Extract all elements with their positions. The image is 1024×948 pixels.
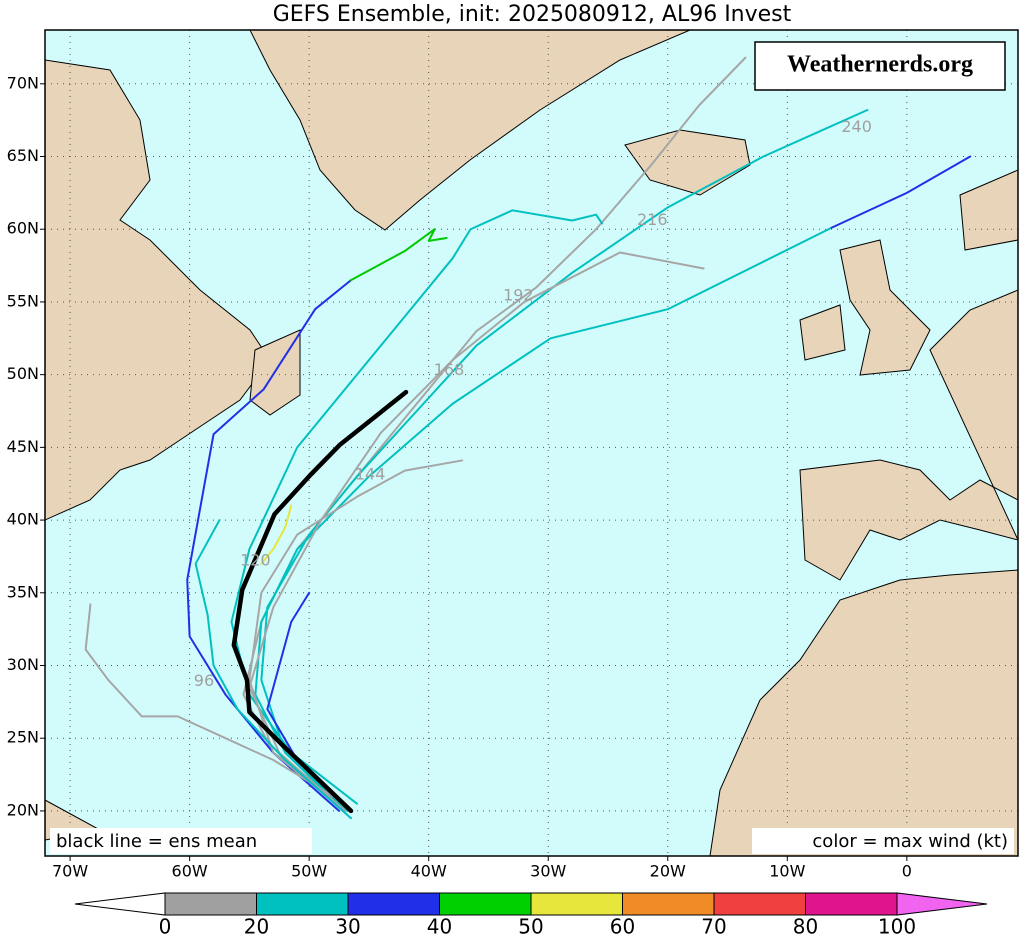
x-tick-label: 20W <box>650 862 686 881</box>
colorbar-over <box>896 892 988 916</box>
ensemble-track <box>84 603 335 798</box>
note-box <box>50 828 312 854</box>
watermark: Weathernerds.org <box>787 52 973 78</box>
note-box <box>752 828 1014 854</box>
colorbar-under <box>74 892 166 916</box>
greenland <box>249 30 691 231</box>
colorbar-label: 70 <box>701 915 726 939</box>
great-britain <box>839 239 931 376</box>
y-tick-label: 45N <box>7 437 39 456</box>
x-tick-label: 60W <box>172 862 208 881</box>
y-tick-label: 50N <box>7 364 39 383</box>
x-tick-label: 10W <box>769 862 805 881</box>
ensemble-track <box>350 228 448 282</box>
colorbar-label: 0 <box>159 915 172 939</box>
y-tick-label: 55N <box>7 291 39 310</box>
europe <box>799 289 1018 581</box>
overlays: 240 216 192 168 144 96 120 <box>45 30 1018 856</box>
forecast-hour-label: 120 <box>240 550 271 569</box>
colorbar-segment <box>713 892 806 916</box>
y-tick-label: 35N <box>7 582 39 601</box>
scandinavia <box>959 169 1018 251</box>
colorbar-label: 80 <box>793 915 818 939</box>
forecast-hour-label: 216 <box>637 210 668 229</box>
ireland <box>799 304 846 361</box>
colorbar-segment <box>256 892 349 916</box>
y-tick-label: 40N <box>7 510 39 529</box>
forecast-hour-label: 96 <box>194 671 214 690</box>
colorbar-label: 20 <box>244 915 269 939</box>
forecast-hour-label: 168 <box>434 360 465 379</box>
x-tick-label: 40W <box>411 862 447 881</box>
forecast-hour-label: 144 <box>355 464 386 483</box>
ensemble-track <box>248 459 464 812</box>
colorbar-segment <box>439 892 532 916</box>
ensemble-track <box>194 519 353 820</box>
colorbar-segment <box>622 892 715 916</box>
y-tick-label: 30N <box>7 655 39 674</box>
colorbar-label: 50 <box>518 915 543 939</box>
colorbar-segment <box>347 892 440 916</box>
title: GEFS Ensemble, init: 2025080912, AL96 In… <box>273 2 792 27</box>
africa <box>709 569 1018 856</box>
colorbar-segment <box>805 892 898 916</box>
y-tick-label: 25N <box>7 728 39 747</box>
x-tick-label: 50W <box>291 862 327 881</box>
y-tick-label: 20N <box>7 800 39 819</box>
colorbar-label: 40 <box>427 915 452 939</box>
ensemble-track <box>260 108 869 812</box>
x-tick-label: 70W <box>52 862 88 881</box>
colorbar-segment <box>164 892 257 916</box>
ensemble-track <box>260 504 293 565</box>
ensemble-track <box>830 155 972 229</box>
x-tick-label: 0 <box>902 862 912 881</box>
colorbar-label: 100 <box>878 915 916 939</box>
land <box>45 30 1018 856</box>
frame <box>44 29 1019 857</box>
map-area: 240 216 192 168 144 96 120 <box>45 30 1018 856</box>
ensemble-track <box>242 56 747 805</box>
ensemble-mean-track <box>231 389 409 814</box>
watermark-box <box>754 41 1006 91</box>
colorbar: 0 20 30 40 50 60 70 80 100 <box>74 892 988 939</box>
axes: 70W 60W 50W 40W 30W 20W 10W 0 20N 25N 30N 35N 40N 45N… <box>7 73 912 880</box>
note-right: color = max wind (kt) <box>812 831 1008 852</box>
y-tick-label: 60N <box>7 219 39 238</box>
ensemble-track <box>248 251 705 812</box>
colorbar-segment <box>530 892 623 916</box>
note-left: black line = ens mean <box>56 831 257 852</box>
x-tick-label: 30W <box>530 862 566 881</box>
ensemble-track <box>186 279 353 812</box>
forecast-hour-label: 192 <box>503 286 534 305</box>
y-tick-label: 65N <box>7 146 39 165</box>
colorbar-label: 30 <box>335 915 360 939</box>
forecast-hour-label: 240 <box>841 117 872 136</box>
colorbar-label: 60 <box>610 915 635 939</box>
y-tick-label: 70N <box>7 73 39 92</box>
